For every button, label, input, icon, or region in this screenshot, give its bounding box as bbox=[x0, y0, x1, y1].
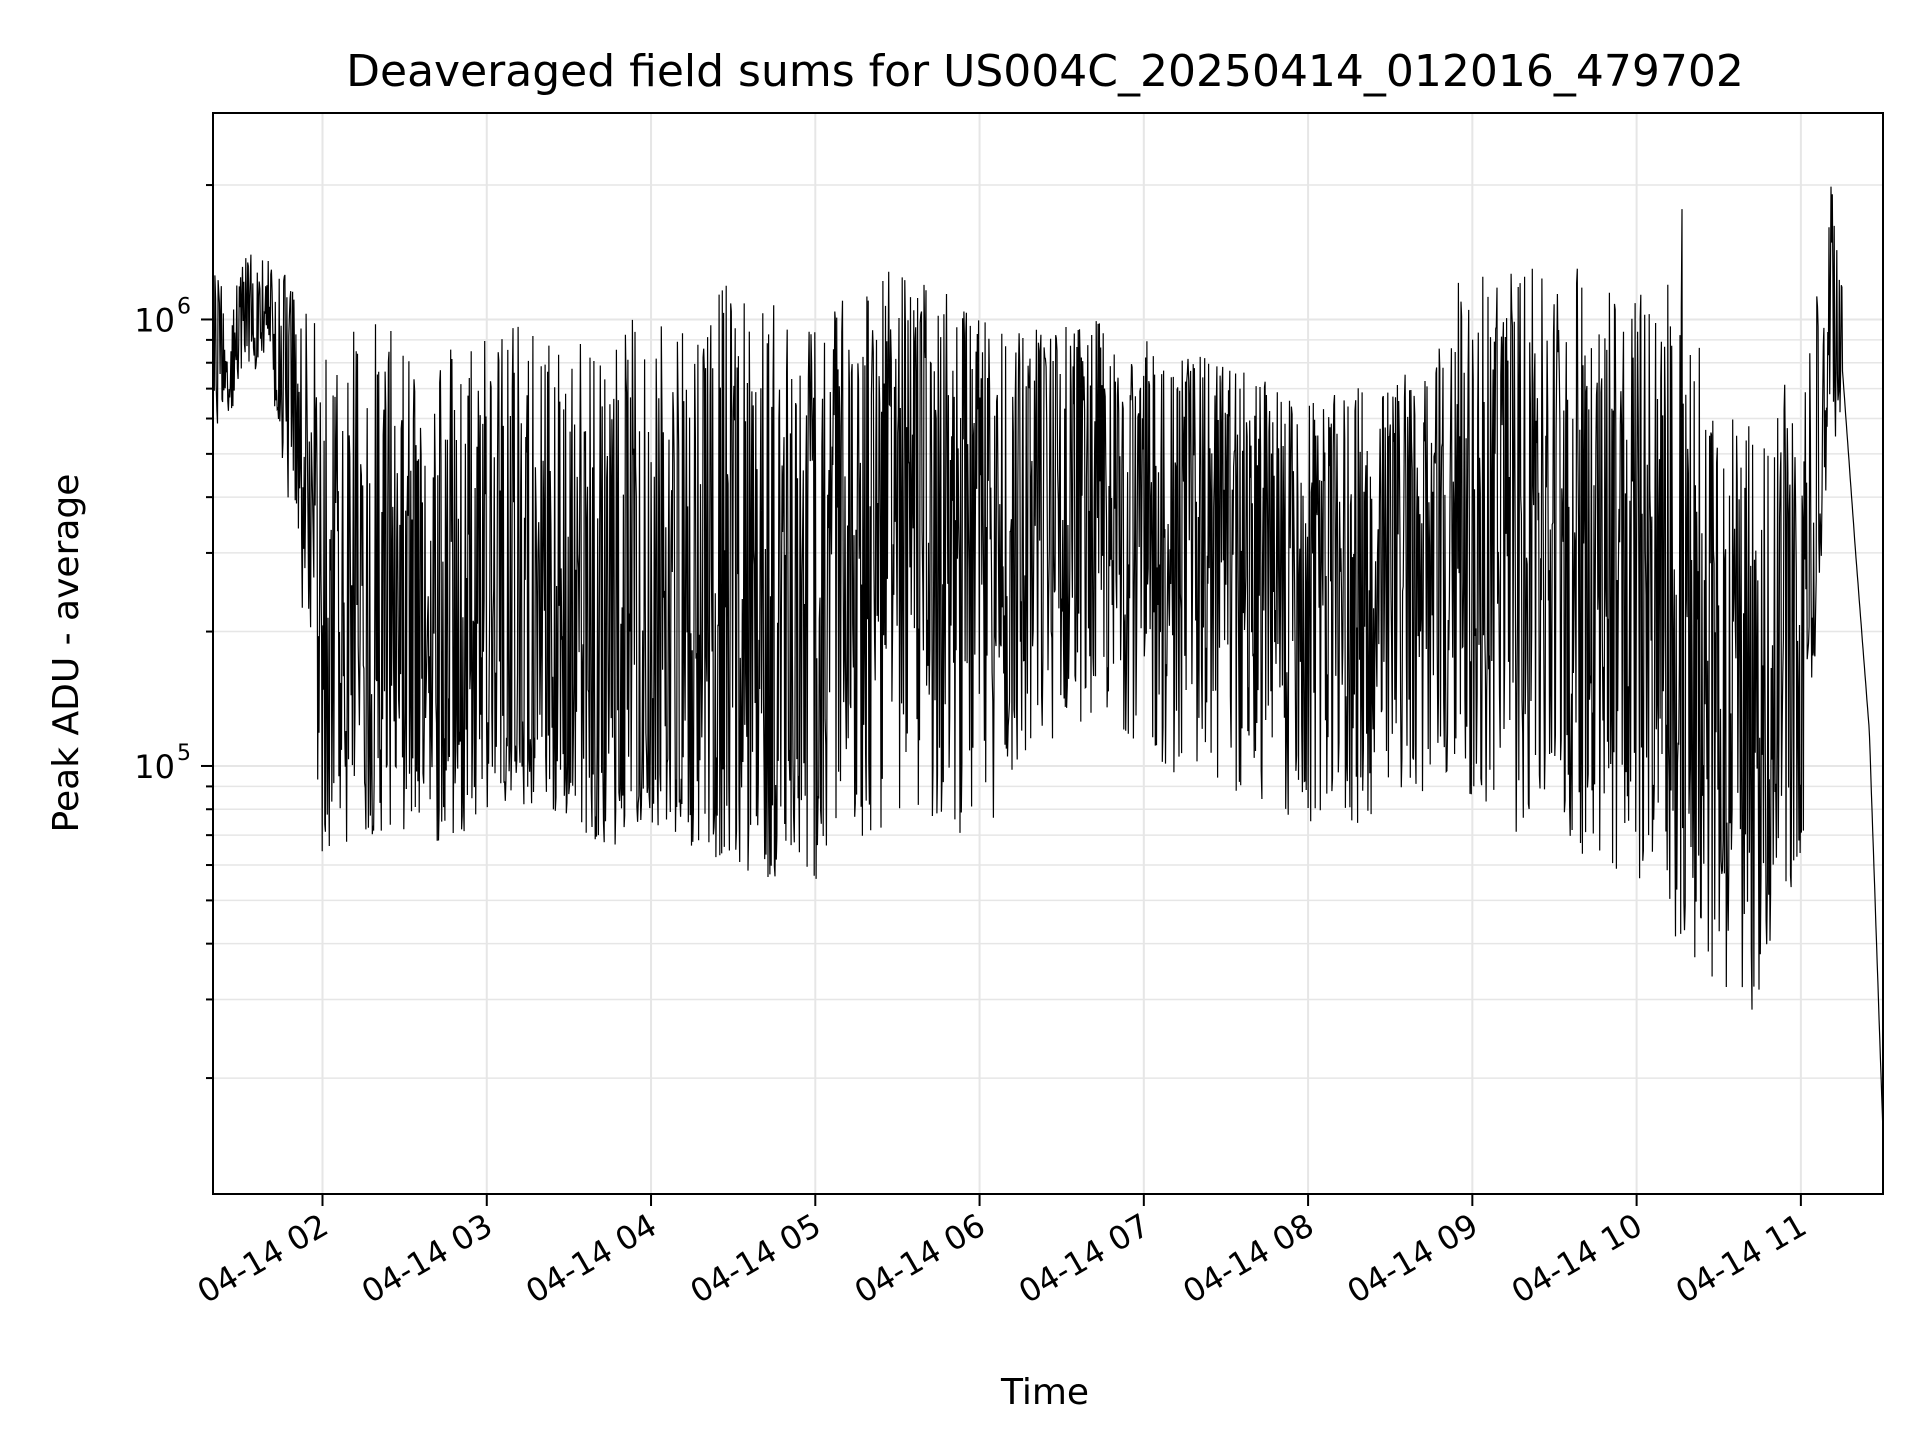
y-axis-label: Peak ADU - average bbox=[46, 474, 87, 833]
x-axis-label: Time bbox=[1000, 1372, 1089, 1413]
y-tick-exponent: 5 bbox=[177, 741, 191, 766]
x-tick-label: 04-14 05 bbox=[684, 1206, 828, 1311]
x-tick-label: 04-14 10 bbox=[1505, 1206, 1649, 1311]
x-tick-label: 04-14 03 bbox=[355, 1206, 499, 1311]
x-tick-label: 04-14 06 bbox=[848, 1206, 992, 1311]
x-tick-label: 04-14 07 bbox=[1012, 1206, 1156, 1311]
data-layer bbox=[212, 186, 1884, 1134]
chart-title: Deaveraged field sums for US004C_2025041… bbox=[346, 46, 1744, 97]
y-tick-exponent: 6 bbox=[177, 294, 191, 319]
series-line bbox=[212, 186, 1884, 1134]
plot-frame bbox=[212, 112, 1884, 1195]
x-tick-label: 04-14 09 bbox=[1341, 1206, 1485, 1311]
y-tick-label: 10 bbox=[134, 748, 175, 786]
y-tick-label: 10 bbox=[134, 301, 175, 339]
x-tick-label: 04-14 04 bbox=[519, 1206, 663, 1311]
x-axis: 04-14 02 04-14 03 04-14 04 04-14 05 04-14 06… bbox=[191, 1194, 1813, 1311]
x-tick-label: 04-14 08 bbox=[1176, 1206, 1320, 1311]
x-tick-label: 04-14 02 bbox=[191, 1206, 335, 1311]
x-tick-label: 04-14 11 bbox=[1669, 1206, 1813, 1311]
